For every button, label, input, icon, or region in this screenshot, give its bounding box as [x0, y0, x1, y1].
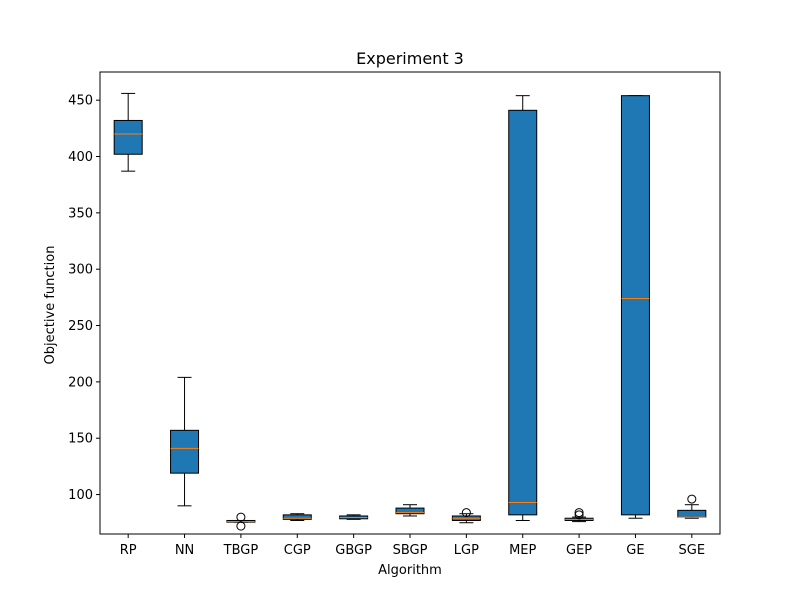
y-tick-label: 350	[68, 206, 93, 221]
y-tick-label: 300	[68, 263, 93, 278]
y-tick-label: 450	[68, 94, 93, 109]
outlier-point	[687, 494, 697, 504]
y-axis-label: Objective function	[43, 246, 58, 365]
y-tick-label: 250	[68, 319, 93, 334]
box-cgp	[282, 514, 312, 520]
box-rp	[113, 119, 143, 155]
x-tick-label: GE	[626, 543, 644, 558]
box-sge	[677, 509, 707, 518]
plot-content: 100 150 200 250 300 350 400 450 RP NN TBGP CGP GBGP S…	[68, 92, 707, 558]
outlier-point	[236, 512, 246, 522]
x-tick-label: RP	[120, 543, 137, 558]
y-tick-label: 150	[68, 432, 93, 447]
box-nn	[170, 429, 200, 474]
outlier-point	[574, 508, 584, 518]
x-tick-label: SBGP	[393, 543, 428, 558]
box-ge	[620, 95, 650, 516]
x-tick-label: MEP	[509, 543, 536, 558]
plot-frame	[99, 71, 721, 535]
outlier-point	[236, 521, 246, 531]
y-tick-label: 200	[68, 375, 93, 390]
box-sbgp	[395, 507, 425, 515]
x-tick-label: GBGP	[335, 543, 372, 558]
outlier-point	[461, 508, 471, 518]
chart-title: Experiment 3	[356, 49, 464, 68]
x-tick-label: TBGP	[223, 543, 259, 558]
x-tick-label: GEP	[566, 543, 592, 558]
y-tick-label: 400	[68, 150, 93, 165]
box-mep	[508, 109, 538, 516]
y-tick-label: 100	[68, 488, 93, 503]
outlier-point	[574, 510, 584, 520]
x-tick-label: CGP	[284, 543, 311, 558]
x-tick-label: SGE	[679, 543, 706, 558]
x-tick-label: NN	[175, 543, 194, 558]
x-tick-label: LGP	[454, 543, 479, 558]
x-axis-label: Algorithm	[378, 563, 442, 578]
